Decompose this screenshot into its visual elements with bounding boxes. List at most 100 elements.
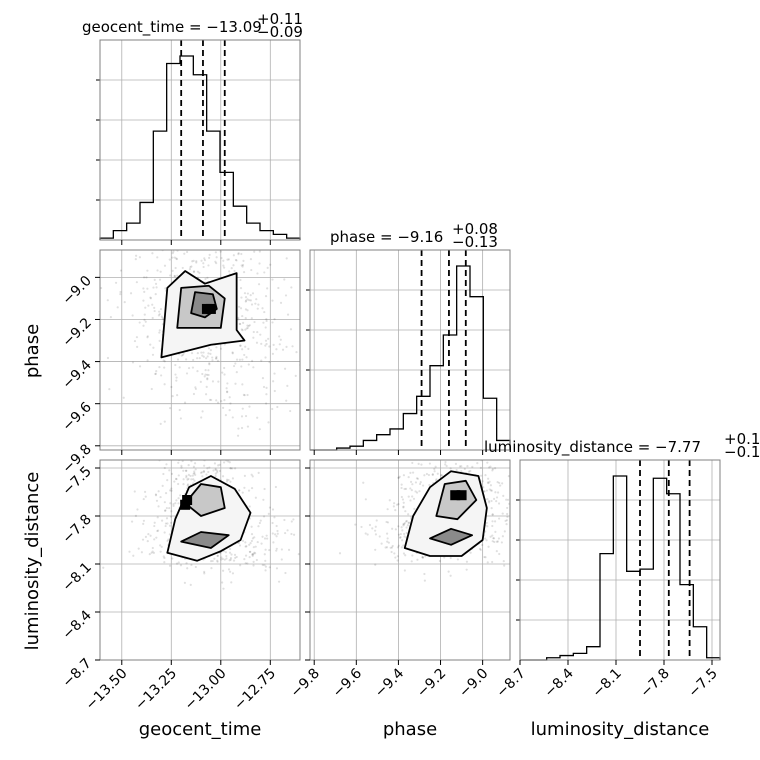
scatter-point — [168, 258, 171, 261]
scatter-point — [158, 331, 161, 334]
scatter-point — [398, 536, 402, 539]
scatter-point — [410, 560, 413, 563]
scatter-point — [443, 556, 446, 559]
scatter-point — [243, 486, 246, 489]
scatter-point — [154, 372, 157, 375]
scatter-point — [490, 507, 493, 510]
scatter-point — [233, 553, 237, 556]
scatter-point — [169, 489, 172, 492]
scatter-point — [423, 474, 426, 477]
scatter-point — [500, 541, 503, 544]
scatter-point — [390, 550, 393, 554]
scatter-point — [264, 326, 267, 329]
title-luminosity-distance-sub: −0.18 — [724, 443, 760, 461]
scatter-point — [435, 478, 438, 481]
scatter-point — [249, 542, 252, 545]
scatter-point — [165, 517, 169, 520]
scatter-point — [263, 487, 266, 491]
scatter-point — [209, 244, 211, 246]
scatter-point — [142, 299, 145, 302]
scatter-point — [366, 533, 369, 536]
scatter-point — [140, 551, 143, 554]
x-tick-label-luminosity_distance: −8.7 — [493, 666, 528, 701]
scatter-point — [241, 491, 244, 494]
hist-luminosity_distance — [520, 475, 721, 661]
scatter-point — [239, 307, 243, 310]
scatter-point — [402, 544, 405, 547]
scatter-point — [375, 519, 378, 522]
scatter-point — [143, 490, 147, 494]
scatter-point — [225, 231, 227, 233]
scatter-point — [176, 358, 180, 361]
scatter-point — [164, 287, 167, 290]
scatter-point — [205, 357, 208, 360]
scatter-point — [215, 357, 218, 360]
scatter-point — [414, 490, 417, 493]
scatter-point — [168, 506, 171, 510]
scatter-point — [191, 366, 195, 369]
scatter-point — [253, 320, 256, 324]
scatter-point — [256, 272, 259, 275]
scatter-point — [159, 270, 162, 273]
scatter-point — [156, 256, 159, 259]
scatter-point — [397, 476, 400, 480]
scatter-point — [202, 351, 205, 354]
scatter-point — [216, 401, 220, 404]
scatter-point — [479, 466, 482, 469]
scatter-point — [252, 564, 255, 567]
scatter-point — [190, 563, 193, 567]
scatter-point — [180, 464, 183, 467]
scatter-point — [249, 550, 252, 553]
scatter-point — [244, 453, 246, 455]
scatter-point — [175, 477, 178, 481]
scatter-point — [384, 546, 387, 549]
scatter-point — [230, 191, 232, 193]
scatter-point — [192, 472, 195, 475]
scatter-point — [175, 257, 178, 260]
scatter-point — [255, 558, 258, 562]
scatter-point — [297, 553, 300, 556]
scatter-point — [206, 246, 208, 248]
scatter-point — [185, 562, 188, 565]
scatter-point — [523, 529, 525, 531]
panel-luminosity-distance-vs-phase — [309, 459, 511, 661]
scatter-point — [431, 473, 434, 476]
scatter-point — [221, 569, 225, 572]
scatter-point — [211, 359, 214, 362]
scatter-point — [275, 567, 279, 570]
scatter-point — [209, 560, 213, 563]
scatter-point — [214, 468, 217, 471]
scatter-point — [253, 551, 256, 554]
scatter-point — [397, 544, 400, 547]
scatter-point — [192, 270, 195, 274]
scatter-point — [234, 467, 237, 470]
scatter-point — [169, 274, 172, 277]
scatter-point — [268, 506, 272, 509]
scatter-point — [265, 393, 268, 396]
scatter-point — [185, 456, 187, 458]
scatter-point — [176, 393, 179, 397]
scatter-point — [410, 489, 413, 492]
scatter-point — [109, 316, 113, 319]
scatter-point — [396, 546, 400, 549]
scatter-point — [187, 473, 190, 476]
scatter-point — [134, 258, 137, 261]
scatter-point — [235, 555, 238, 559]
scatter-point — [180, 354, 183, 357]
scatter-point — [134, 254, 138, 257]
scatter-point — [295, 351, 298, 354]
scatter-point — [409, 471, 412, 475]
scatter-point — [405, 531, 408, 535]
scatter-point — [171, 252, 174, 255]
scatter-point — [490, 489, 493, 492]
scatter-point — [413, 507, 416, 510]
scatter-point — [265, 534, 268, 537]
scatter-point — [456, 558, 459, 561]
scatter-point — [404, 487, 408, 490]
scatter-point — [244, 316, 247, 320]
scatter-point — [185, 250, 189, 254]
scatter-point — [291, 345, 294, 348]
scatter-point — [491, 534, 494, 537]
scatter-point — [271, 532, 274, 535]
scatter-point — [271, 278, 274, 281]
